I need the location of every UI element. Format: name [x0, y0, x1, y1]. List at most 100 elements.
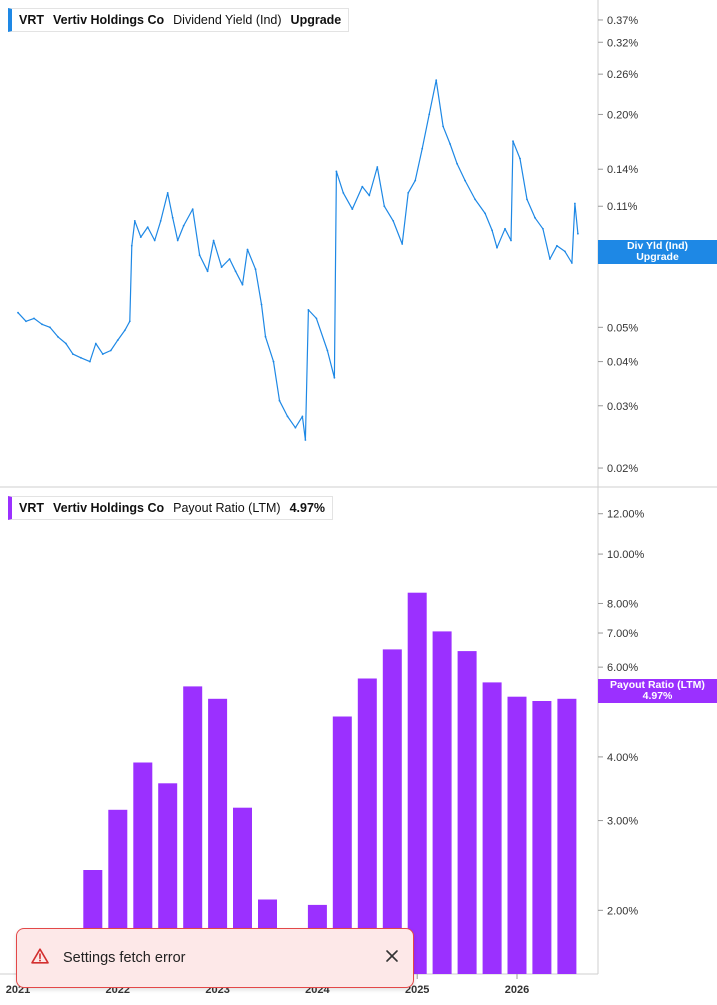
dividend-yield-point [484, 212, 486, 215]
dividend-yield-point [33, 317, 35, 320]
y-tick-label: 0.03% [607, 401, 638, 413]
dividend-yield-point [133, 220, 136, 222]
dividend-yield-point [171, 216, 174, 219]
dividend-yield-point [474, 198, 476, 201]
dividend-yield-point [128, 320, 131, 323]
dividend-yield-point [182, 224, 185, 227]
payout-ratio-bar [457, 651, 477, 974]
error-toast: Settings fetch error [16, 928, 414, 988]
dividend-yield-point [435, 79, 438, 82]
y-tick-label: 0.04% [607, 357, 638, 369]
bottom-legend[interactable]: VRT Vertiv Holdings Co Payout Ratio (LTM… [8, 496, 334, 520]
y-tick-label: 10.00% [607, 549, 645, 561]
x-tick-label: 2025 [405, 984, 429, 996]
dividend-yield-point [57, 335, 59, 338]
dividend-yield-point [212, 239, 215, 242]
y-tick-label: 0.20% [607, 109, 638, 121]
dividend-yield-point [392, 220, 395, 222]
dividend-yield-point [571, 262, 573, 264]
dividend-yield-point [25, 320, 27, 323]
dividend-yield-point [315, 317, 318, 320]
y-tick-label: 0.26% [607, 69, 638, 81]
dividend-yield-point [89, 360, 91, 363]
dividend-yield-point [246, 248, 249, 251]
dividend-yield-point [401, 243, 404, 245]
y-tick-label: 8.00% [607, 598, 638, 610]
dividend-yield-point [176, 239, 179, 242]
dividend-yield-point [549, 258, 551, 260]
dividend-yield-point [449, 143, 451, 145]
dividend-yield-point [49, 326, 51, 329]
legend-metric: Dividend Yield (Ind) [173, 13, 282, 27]
dividend-yield-point [264, 335, 267, 338]
dividend-yield-point [65, 342, 67, 345]
dividend-yield-point [574, 202, 576, 205]
payout-ratio-bar [557, 698, 577, 974]
dividend-yield-point [442, 125, 444, 128]
dividend-yield-point [72, 353, 74, 355]
tag-label: Payout Ratio (LTM) [610, 679, 705, 691]
dividend-yield-point [542, 227, 544, 230]
y-tick-label: 0.02% [607, 463, 638, 475]
legend-value[interactable]: Upgrade [290, 13, 342, 27]
dividend-yield-point [368, 194, 371, 197]
dividend-yield-point [116, 339, 119, 341]
dividend-yield-point [146, 226, 149, 229]
dividend-yield-point [123, 329, 126, 332]
dividend-yield-point [198, 254, 201, 256]
dividend-yield-point [17, 311, 19, 314]
dividend-yield-point [301, 415, 304, 418]
tag-value: Upgrade [636, 251, 679, 263]
dividend-yield-point [101, 353, 104, 355]
y-tick-label: 0.32% [607, 37, 638, 49]
legend-metric: Payout Ratio (LTM) [173, 501, 281, 515]
y-tick-label: 0.14% [607, 164, 638, 176]
close-icon[interactable] [385, 949, 399, 968]
dividend-yield-point [496, 246, 498, 249]
dividend-yield-point [94, 342, 97, 345]
tag-value: 4.97% [642, 690, 673, 702]
warning-triangle-icon [31, 947, 49, 969]
dividend-yield-point [41, 323, 43, 326]
y-tick-label: 3.00% [607, 816, 638, 828]
dividend-yield-point [414, 179, 417, 182]
dividend-yield-point [139, 236, 142, 239]
dividend-yield-point [333, 376, 336, 379]
y-tick-label: 12.00% [607, 509, 645, 521]
dividend-yield-point [504, 227, 506, 230]
payout-ratio-bar [507, 696, 527, 974]
y-tick-label: 0.11% [607, 201, 638, 213]
dividend-yield-point [254, 268, 257, 271]
dividend-yield-point [519, 157, 521, 160]
dividend-yield-point [260, 303, 263, 306]
dividend-yield-point [512, 140, 514, 143]
dividend-yield-point [228, 258, 231, 260]
dividend-yield-point [130, 244, 133, 247]
dividend-yield-point [335, 170, 338, 173]
dividend-yield-line [17, 79, 579, 441]
dividend-yield-point [278, 399, 281, 402]
dividend-yield-point [109, 349, 112, 352]
dividend-yield-point [241, 283, 244, 286]
dividend-yield-point [556, 244, 558, 247]
dividend-yield-point [326, 349, 329, 352]
dividend-yield-point [564, 250, 566, 253]
legend-company: Vertiv Holdings Co [53, 13, 165, 27]
dividend-yield-point [526, 198, 528, 201]
dividend-yield-point [421, 147, 424, 150]
y-tick-label: 4.00% [607, 752, 638, 764]
legend-ticker: VRT [19, 13, 44, 27]
dividend-yield-point [456, 162, 458, 165]
payout-ratio-price-tag: Payout Ratio (LTM) 4.97% [598, 679, 717, 703]
dividend-yield-point [80, 356, 82, 359]
y-tick-label: 7.00% [607, 628, 638, 640]
top-legend[interactable]: VRT Vertiv Holdings Co Dividend Yield (I… [8, 8, 350, 32]
dividend-yield-point [234, 270, 237, 273]
payout-ratio-bar [357, 678, 377, 974]
legend-ticker: VRT [19, 501, 44, 515]
payout-ratio-bar [332, 716, 352, 974]
legend-value: 4.97% [289, 501, 326, 515]
dividend-yield-point [342, 192, 345, 194]
payout-ratio-bar [482, 682, 502, 974]
dividend-yield-point [534, 216, 536, 219]
